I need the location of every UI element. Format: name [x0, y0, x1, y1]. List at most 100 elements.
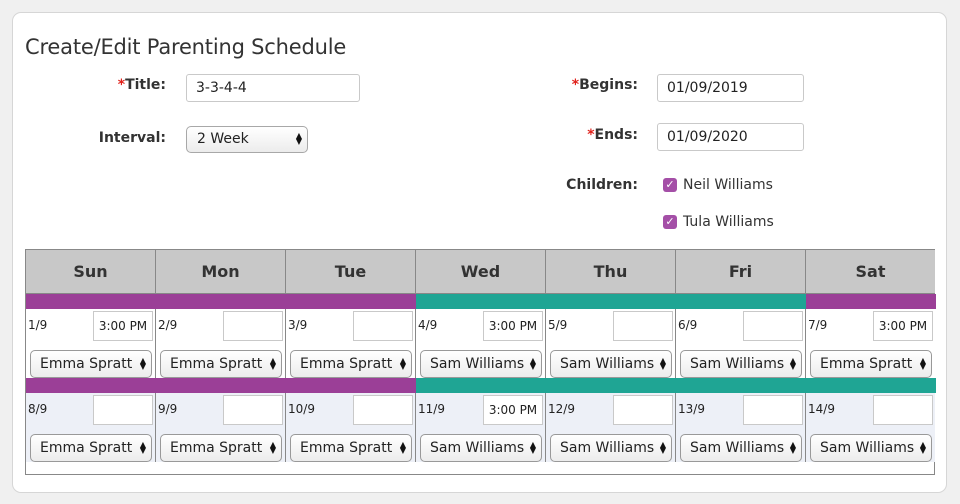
begins-date-input[interactable]: 01/09/2019 — [657, 74, 804, 102]
parent-color-band — [26, 294, 156, 309]
cell-date: 13/9 — [678, 402, 705, 416]
day-header-tue: Tue — [286, 250, 416, 294]
parent-color-band — [546, 378, 676, 393]
parent-select-value: Emma Spratt — [170, 440, 263, 456]
select-arrows-icon: ▲ ▼ — [529, 356, 536, 371]
parent-select-value: Emma Spratt — [40, 440, 133, 456]
schedule-grid: Sun Mon Tue Wed Thu Fri Sat 1/9 3:00 PM Emma Spra… — [25, 249, 936, 475]
parent-select[interactable]: Emma Spratt ▲ ▼ — [290, 434, 412, 462]
parent-select[interactable]: Emma Spratt ▲ ▼ — [160, 434, 282, 462]
parent-select[interactable]: Emma Spratt ▲ ▼ — [290, 350, 412, 378]
handover-time-input[interactable]: 3:00 PM — [93, 311, 153, 341]
handover-time-input[interactable] — [353, 311, 413, 341]
ends-date-input[interactable]: 01/09/2020 — [657, 123, 804, 151]
parent-select[interactable]: Sam Williams ▲ ▼ — [680, 434, 802, 462]
handover-time-input[interactable] — [743, 311, 803, 341]
checkbox-checked-icon[interactable]: ✓ — [663, 215, 677, 229]
parent-color-band — [676, 294, 806, 309]
day-header-mon: Mon — [156, 250, 286, 294]
select-arrows-icon: ▲ ▼ — [269, 440, 276, 455]
cell-date: 12/9 — [548, 402, 575, 416]
day-header-sun: Sun — [26, 250, 156, 294]
handover-time-input[interactable] — [873, 395, 933, 425]
parent-select[interactable]: Emma Spratt ▲ ▼ — [30, 434, 152, 462]
day-cell: 5/9 Sam Williams ▲ ▼ — [546, 309, 676, 378]
handover-time-input[interactable] — [223, 395, 283, 425]
select-arrows-icon: ▲ ▼ — [139, 356, 146, 371]
select-arrows-icon: ▲ ▼ — [789, 356, 796, 371]
parent-select-value: Emma Spratt — [300, 356, 393, 372]
parent-color-band — [26, 378, 156, 393]
parent-select[interactable]: Sam Williams ▲ ▼ — [810, 434, 932, 462]
day-cell: 8/9 Emma Spratt ▲ ▼ — [26, 393, 156, 462]
child-name: Tula Williams — [683, 214, 774, 230]
cell-date: 2/9 — [158, 318, 178, 332]
parent-color-band — [546, 294, 676, 309]
title-label: *Title: — [100, 77, 166, 93]
parent-select-value: Sam Williams — [430, 440, 525, 456]
parent-select[interactable]: Emma Spratt ▲ ▼ — [30, 350, 152, 378]
parent-select-value: Emma Spratt — [40, 356, 133, 372]
select-arrows-icon: ▲ ▼ — [269, 356, 276, 371]
begins-label: *Begins: — [550, 77, 638, 93]
parent-color-band — [286, 294, 416, 309]
cell-date: 7/9 — [808, 318, 828, 332]
interval-label: Interval: — [98, 130, 166, 146]
handover-time-input[interactable] — [613, 395, 673, 425]
parent-color-band — [416, 378, 546, 393]
cell-date: 14/9 — [808, 402, 835, 416]
parent-select-value: Emma Spratt — [300, 440, 393, 456]
day-cell: 2/9 Emma Spratt ▲ ▼ — [156, 309, 286, 378]
interval-value: 2 Week — [197, 131, 249, 147]
select-arrows-icon: ▲ ▼ — [659, 356, 666, 371]
interval-select[interactable]: 2 Week ▲ ▼ — [186, 126, 308, 153]
cell-date: 10/9 — [288, 402, 315, 416]
ends-label: *Ends: — [550, 127, 638, 143]
parent-select[interactable]: Sam Williams ▲ ▼ — [420, 350, 542, 378]
parent-select-value: Sam Williams — [690, 356, 785, 372]
parent-select[interactable]: Emma Spratt ▲ ▼ — [810, 350, 932, 378]
required-mark: * — [571, 77, 580, 93]
child-checkbox-tula[interactable]: ✓ Tula Williams — [663, 214, 774, 230]
parent-select-value: Sam Williams — [820, 440, 915, 456]
day-header-wed: Wed — [416, 250, 546, 294]
select-arrows-icon: ▲ ▼ — [919, 356, 926, 371]
select-arrows-icon: ▲ ▼ — [139, 440, 146, 455]
handover-time-input[interactable] — [613, 311, 673, 341]
handover-time-input[interactable] — [353, 395, 413, 425]
parent-select[interactable]: Sam Williams ▲ ▼ — [550, 350, 672, 378]
day-cell: 13/9 Sam Williams ▲ ▼ — [676, 393, 806, 462]
day-cell: 12/9 Sam Williams ▲ ▼ — [546, 393, 676, 462]
day-cell: 9/9 Emma Spratt ▲ ▼ — [156, 393, 286, 462]
handover-time-input[interactable]: 3:00 PM — [873, 311, 933, 341]
parent-select[interactable]: Sam Williams ▲ ▼ — [550, 434, 672, 462]
begins-label-text: Begins: — [579, 77, 638, 93]
parent-select[interactable]: Emma Spratt ▲ ▼ — [160, 350, 282, 378]
day-cell: 3/9 Emma Spratt ▲ ▼ — [286, 309, 416, 378]
day-cell: 14/9 Sam Williams ▲ ▼ — [806, 393, 935, 462]
handover-time-input[interactable] — [93, 395, 153, 425]
cell-date: 8/9 — [28, 402, 48, 416]
select-arrows-icon: ▲ ▼ — [399, 440, 406, 455]
cell-date: 6/9 — [678, 318, 698, 332]
day-header-thu: Thu — [546, 250, 676, 294]
select-arrows-icon: ▲ ▼ — [789, 440, 796, 455]
title-input[interactable]: 3-3-4-4 — [186, 74, 360, 102]
select-arrows-icon: ▲ ▼ — [529, 440, 536, 455]
day-cell: 6/9 Sam Williams ▲ ▼ — [676, 309, 806, 378]
parent-select-value: Sam Williams — [690, 440, 785, 456]
child-checkbox-neil[interactable]: ✓ Neil Williams — [663, 177, 773, 193]
handover-time-input[interactable]: 3:00 PM — [483, 395, 543, 425]
cell-date: 1/9 — [28, 318, 48, 332]
child-name: Neil Williams — [683, 177, 773, 193]
select-arrows-icon: ▲ ▼ — [399, 356, 406, 371]
checkbox-checked-icon[interactable]: ✓ — [663, 178, 677, 192]
parent-select[interactable]: Sam Williams ▲ ▼ — [680, 350, 802, 378]
parent-select-value: Sam Williams — [560, 440, 655, 456]
handover-time-input[interactable]: 3:00 PM — [483, 311, 543, 341]
handover-time-input[interactable] — [743, 395, 803, 425]
ends-label-text: Ends: — [594, 127, 638, 143]
parent-color-band — [676, 378, 806, 393]
parent-select[interactable]: Sam Williams ▲ ▼ — [420, 434, 542, 462]
handover-time-input[interactable] — [223, 311, 283, 341]
